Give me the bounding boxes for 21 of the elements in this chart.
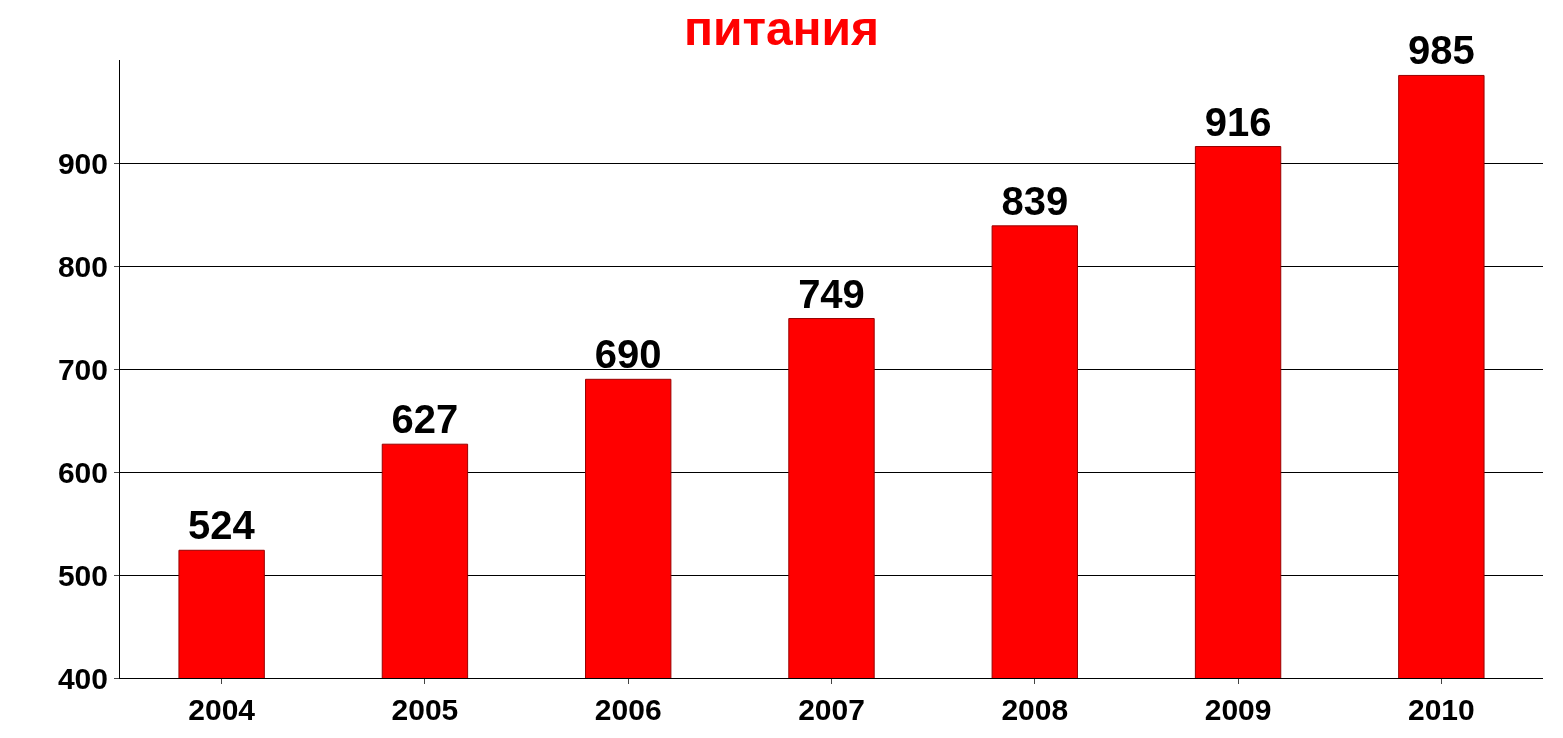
y-tick-label: 700 <box>57 352 108 386</box>
data-label: 524 <box>187 503 256 548</box>
y-tick-label: 800 <box>57 249 108 283</box>
data-label: 916 <box>1204 99 1272 144</box>
chart-title: питания <box>683 1 880 55</box>
x-tick-label: 2005 <box>391 693 459 726</box>
data-label: 749 <box>798 271 865 316</box>
x-tick-label: 2009 <box>1204 693 1272 726</box>
data-label: 839 <box>1001 178 1069 223</box>
y-tick-label: 900 <box>57 146 108 180</box>
y-tick-label: 600 <box>57 455 108 489</box>
x-tick-label: 2008 <box>1001 693 1069 726</box>
x-tick-label: 2004 <box>188 693 256 726</box>
x-tick-label: 2007 <box>798 693 865 726</box>
data-label: 985 <box>1407 28 1475 73</box>
x-tick-label: 2006 <box>594 693 662 726</box>
y-tick-label: 500 <box>57 558 108 592</box>
data-label: 627 <box>391 397 459 442</box>
data-label: 690 <box>594 332 662 377</box>
y-tick-label: 400 <box>57 661 108 695</box>
x-tick-label: 2010 <box>1407 693 1475 726</box>
